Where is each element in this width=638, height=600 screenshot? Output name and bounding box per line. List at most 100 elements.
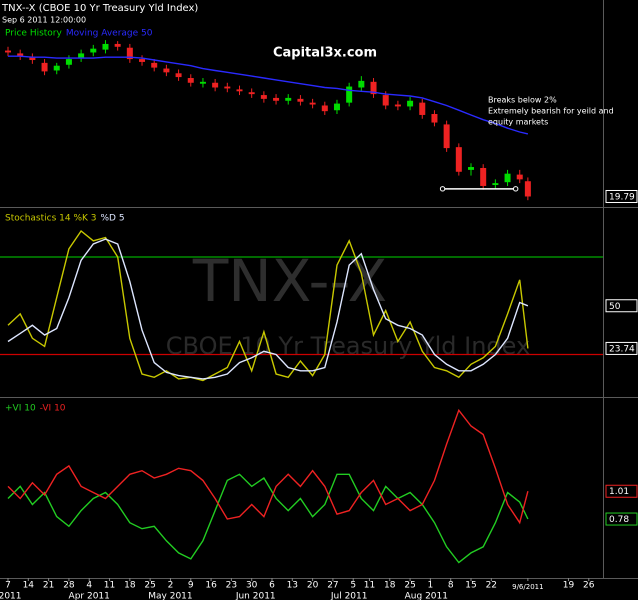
current-value-label: 50 — [609, 302, 621, 312]
candle-body — [407, 100, 414, 107]
text-layer: TNX--X (CBOE 10 Yr Treasury Yld Index) S… — [0, 3, 635, 600]
x-tick-label: 30 — [246, 581, 258, 591]
current-value-box — [605, 299, 638, 313]
candle-body — [114, 43, 121, 47]
candle-body — [524, 181, 531, 197]
x-tick-label: 23 — [226, 581, 237, 591]
x-tick-label: 8 — [448, 581, 454, 591]
series-line — [7, 238, 529, 380]
current-value-label: 19.79 — [609, 192, 635, 202]
month-label: 2011 — [0, 592, 21, 600]
current-value-box — [605, 189, 638, 203]
candle-body — [5, 50, 12, 53]
candle-body — [212, 82, 219, 88]
x-tick-label: 20 — [307, 581, 319, 591]
x-tick-label: 4 — [86, 581, 92, 591]
candle-body — [53, 65, 60, 71]
month-label: Apr 2011 — [69, 592, 110, 600]
candle-body — [65, 59, 72, 65]
x-tick-label: 1 — [428, 581, 434, 591]
month-label: May 2011 — [148, 592, 192, 600]
legend-entry: Moving Average 50 — [66, 29, 153, 39]
current-value-box — [605, 512, 638, 526]
candle-body — [443, 124, 450, 149]
x-tick-label: 9 — [188, 581, 194, 591]
candle-body — [78, 53, 85, 59]
candle-body — [260, 95, 267, 99]
candle-body — [90, 48, 97, 53]
candle-body — [321, 105, 328, 112]
chart-subtitle: Sep 6 2011 12:00:00 — [2, 16, 86, 25]
x-tick-label: 16 — [205, 581, 217, 591]
candle-body — [297, 98, 304, 102]
candle-body — [224, 86, 231, 89]
current-value-box — [605, 341, 638, 355]
candle-body — [139, 59, 146, 62]
x-tick-label: 2 — [168, 581, 174, 591]
x-tick-label: 21 — [43, 581, 54, 591]
candle-body — [151, 62, 158, 68]
x-tick-label: 26 — [583, 581, 595, 591]
candle-body — [199, 81, 206, 84]
legend-entry: Price History — [5, 29, 63, 39]
x-tick-label: 18 — [124, 581, 136, 591]
candle-body — [492, 183, 499, 186]
month-label: Jul 2011 — [330, 592, 368, 600]
support-endpoint — [439, 186, 446, 192]
x-tick-label: 11 — [364, 581, 375, 591]
candle-body — [480, 167, 487, 186]
x-tick-label: 5 — [350, 581, 356, 591]
data-layer — [0, 40, 638, 581]
month-label: Aug 2011 — [405, 592, 448, 600]
x-tick-label: 19 — [563, 581, 575, 591]
candle-body — [41, 62, 48, 72]
x-tick-label: 11 — [104, 581, 115, 591]
x-tick-label: 14 — [23, 581, 35, 591]
candle-body — [370, 81, 377, 95]
candle-body — [431, 114, 438, 123]
x-tick-label: 13 — [287, 581, 298, 591]
candle-body — [17, 53, 24, 57]
x-tick-label: 9/6/2011 — [512, 583, 543, 591]
candle-body — [468, 167, 475, 170]
candle-body — [309, 102, 316, 105]
series-line — [8, 55, 529, 135]
month-label: Jun 2011 — [235, 592, 276, 600]
candle-body — [126, 47, 133, 60]
legend-entry: Stochastics 14 %K 3 — [5, 214, 97, 224]
candle-body — [29, 57, 36, 61]
current-value-label: 23.74 — [609, 344, 635, 354]
candle-body — [358, 80, 365, 88]
annotation: Extremely bearish for yeild and — [488, 107, 614, 116]
x-tick-label: 7 — [5, 581, 11, 591]
support-endpoint — [512, 186, 519, 192]
watermark: CBOE 10 Yr Treasury Yld Index — [166, 332, 530, 360]
candle-body — [187, 78, 194, 83]
candle-body — [163, 68, 170, 73]
candle-body — [236, 89, 243, 92]
x-tick-label: 15 — [465, 581, 476, 591]
candle-body — [455, 147, 462, 172]
x-tick-label: 22 — [486, 581, 497, 591]
candle-body — [516, 174, 523, 180]
x-tick-label: 25 — [404, 581, 415, 591]
x-tick-label: 18 — [384, 581, 396, 591]
candle-body — [382, 95, 389, 106]
x-tick-label: 25 — [144, 581, 155, 591]
x-tick-label: 27 — [327, 581, 338, 591]
candle-body — [333, 103, 340, 111]
watermark: TNX--X — [192, 247, 387, 315]
candle-body — [273, 97, 280, 101]
candle-body — [504, 173, 511, 183]
candle-body — [346, 86, 353, 103]
candle-body — [175, 73, 182, 78]
annotation: equity markets — [488, 118, 548, 127]
legend-entry: %D 5 — [101, 214, 125, 224]
x-tick-label: 28 — [63, 581, 75, 591]
current-value-label: 1.01 — [609, 487, 629, 497]
watermark: Capital3x.com — [273, 46, 377, 61]
candle-body — [419, 102, 426, 115]
chart-title: TNX--X (CBOE 10 Yr Treasury Yld Index) — [1, 3, 198, 14]
